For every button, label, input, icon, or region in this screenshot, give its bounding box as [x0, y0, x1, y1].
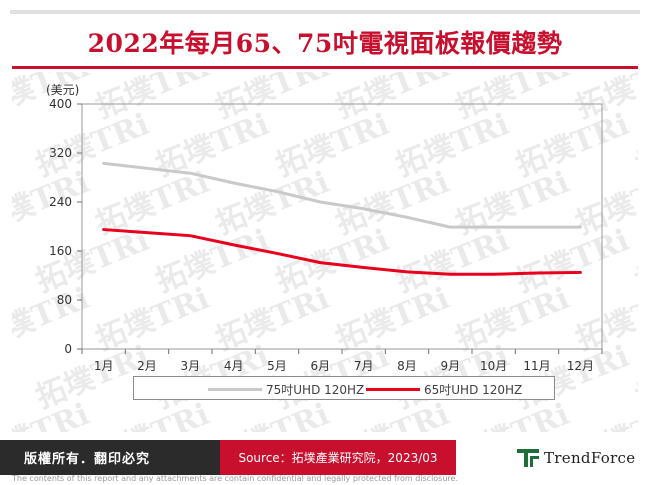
- x-tick-label: 1月: [94, 359, 114, 373]
- source-label: Source：拓墣產業研究院，2023/03: [220, 440, 456, 475]
- y-tick-label: 240: [49, 195, 72, 209]
- brand-name: TrendForce: [544, 449, 636, 467]
- disclaimer: The contents of this report and any atta…: [12, 474, 458, 483]
- series-line-75inch: [102, 161, 582, 229]
- x-tick-label: 6月: [311, 359, 331, 373]
- copyright-notice: 版權所有．翻印必究: [24, 452, 151, 467]
- legend-label-75inch: 75吋UHD 120HZ: [266, 382, 365, 397]
- x-tick-label: 12月: [567, 359, 594, 373]
- brand-block: TrendForce: [456, 440, 650, 475]
- x-tick-label: 11月: [523, 359, 550, 373]
- legend-item-65inch: 65吋UHD 120HZ: [366, 381, 522, 397]
- x-tick-label: 5月: [267, 359, 287, 373]
- x-tick-label: 7月: [354, 359, 374, 373]
- top-rule: [10, 10, 640, 14]
- y-tick-label: 320: [49, 146, 72, 160]
- chart-legend: 75吋UHD 120HZ 65吋UHD 120HZ: [133, 376, 555, 400]
- y-tick-label: 0: [64, 342, 72, 356]
- title-underline: [12, 66, 638, 69]
- legend-swatch-75inch: [208, 387, 262, 391]
- x-tick-label: 2月: [137, 359, 157, 373]
- legend-item-75inch: 75吋UHD 120HZ: [208, 381, 364, 397]
- y-tick-label: 400: [49, 97, 72, 111]
- y-tick-label: 160: [49, 244, 72, 258]
- legend-label-65inch: 65吋UHD 120HZ: [424, 382, 523, 397]
- chart-title: 2022年每月65、75吋電視面板報價趨勢: [87, 29, 563, 58]
- x-tick-label: 9月: [441, 359, 461, 373]
- y-axis-label: (美元): [46, 83, 79, 97]
- footer-bar: 版權所有．翻印必究 Source：拓墣產業研究院，2023/03 TrendFo…: [0, 440, 650, 475]
- legend-swatch-65inch: [366, 387, 420, 391]
- series-line-65inch: [102, 228, 582, 276]
- x-tick-label: 8月: [397, 359, 417, 373]
- x-tick-label: 10月: [480, 359, 507, 373]
- x-tick-label: 4月: [224, 359, 244, 373]
- x-tick-label: 3月: [181, 359, 201, 373]
- y-tick-label: 80: [57, 293, 72, 307]
- line-chart: 0 80 160 240 320 400(美元) 1月 2月 3月 4月 5月 6月 7月 8月 9月 10月…: [46, 83, 603, 373]
- trendforce-logo-icon: [517, 449, 539, 467]
